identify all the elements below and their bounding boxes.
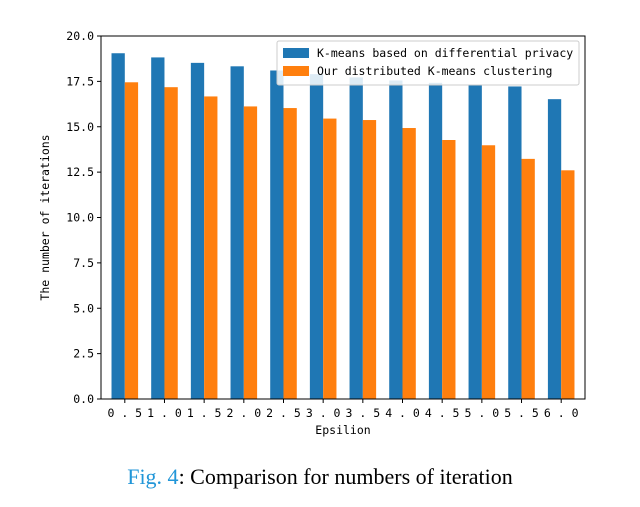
- bar-1-4.0: [389, 80, 403, 399]
- y-axis-label: The number of iterations: [38, 134, 52, 300]
- x-tick-label: 1 . 0: [147, 406, 182, 420]
- bar-2-4.0: [402, 128, 416, 399]
- bar-2-6.0: [561, 170, 575, 399]
- y-tick-label: 7.5: [73, 256, 94, 270]
- bar-1-0.5: [111, 53, 125, 400]
- y-tick-label: 15.0: [66, 120, 94, 134]
- x-tick-label: 6 . 0: [544, 406, 579, 420]
- bar-1-6.0: [547, 99, 562, 400]
- bar-1-3.0: [309, 74, 324, 400]
- x-tick-label: 4 . 5: [425, 406, 460, 420]
- bar-2-5.0: [481, 145, 496, 399]
- bar-2-1.5: [204, 96, 218, 399]
- bar-2-5.5: [521, 158, 535, 399]
- bar-1-4.5: [428, 82, 443, 400]
- x-tick-label: 1 . 5: [187, 406, 222, 420]
- x-tick-label: 5 . 5: [504, 406, 539, 420]
- x-tick-label: 2 . 5: [266, 406, 301, 420]
- x-tick-label: 3 . 5: [346, 406, 381, 420]
- x-axis-label: Epsilion: [315, 423, 370, 437]
- y-tick-label: 17.5: [66, 74, 94, 88]
- figure-label: Fig. 4: [127, 464, 179, 489]
- bar-1-2.5: [270, 70, 284, 400]
- bar-1-2.0: [230, 66, 244, 400]
- y-tick-label: 10.0: [66, 211, 94, 225]
- bar-1-3.5: [349, 77, 363, 399]
- bar-2-2.0: [243, 106, 258, 399]
- y-tick-label: 12.5: [66, 165, 94, 179]
- x-tick-label: 4 . 0: [385, 406, 420, 420]
- bar-2-4.5: [442, 139, 456, 399]
- bar-chart: 0.0 2.5 5.0 7.5 10.0 12.5 15.0 17.5 20.0 0 . 5 1 .…: [38, 29, 586, 437]
- caption-text: : Comparison for numbers of iteration: [178, 464, 513, 489]
- bar-2-1.0: [164, 87, 178, 400]
- bar-1-5.5: [508, 86, 522, 399]
- bar-1-1.0: [151, 57, 165, 400]
- bars-group: [111, 53, 575, 400]
- legend-swatch-1: [283, 48, 309, 58]
- x-tick-label: 0 . 5: [107, 406, 142, 420]
- y-tick-label: 20.0: [66, 29, 94, 43]
- y-tick-label: 2.5: [73, 347, 94, 361]
- bar-2-0.5: [124, 82, 139, 399]
- legend: K-means based on differential privacy Our…: [276, 40, 580, 86]
- bar-2-2.5: [283, 108, 297, 400]
- x-tick-label: 5 . 0: [465, 406, 500, 420]
- bar-1-5.0: [468, 85, 482, 399]
- figure-caption: Fig. 4: Comparison for numbers of iterat…: [0, 464, 640, 490]
- x-tick-label: 3 . 0: [306, 406, 341, 420]
- x-tick-label: 2 . 0: [227, 406, 262, 420]
- legend-label-2: Our distributed K-means clustering: [317, 64, 552, 78]
- legend-swatch-2: [283, 66, 309, 76]
- axes-group: 0.0 2.5 5.0 7.5 10.0 12.5 15.0 17.5 20.0 0 . 5 1 .…: [66, 29, 586, 420]
- bar-1-1.5: [190, 62, 205, 399]
- bar-2-3.0: [323, 118, 337, 400]
- legend-box: [276, 40, 580, 86]
- legend-label-1: K-means based on differential privacy: [317, 46, 573, 60]
- y-tick-label: 5.0: [73, 301, 94, 315]
- bar-2-3.5: [362, 120, 377, 400]
- y-tick-label: 0.0: [73, 392, 94, 406]
